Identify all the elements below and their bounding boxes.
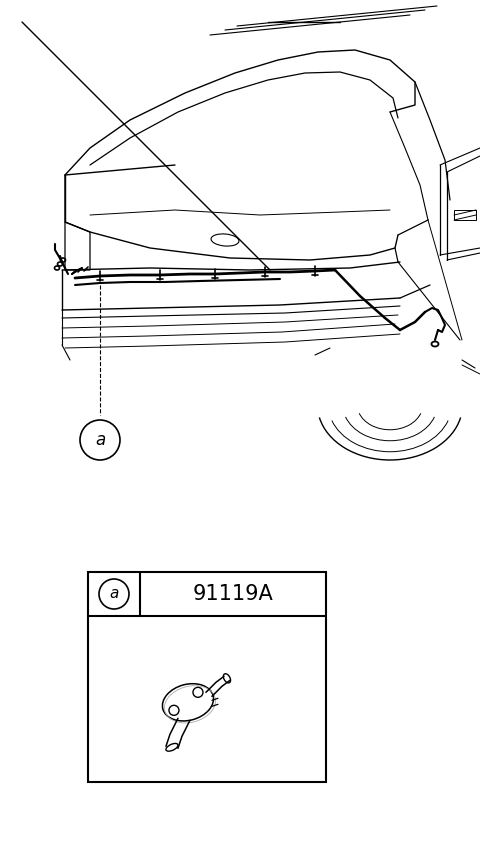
Text: a: a [109,586,119,602]
Bar [454,210,476,220]
Bar [88,572,326,782]
Text: 91119A: 91119A [192,584,274,604]
Text: a: a [95,431,105,449]
